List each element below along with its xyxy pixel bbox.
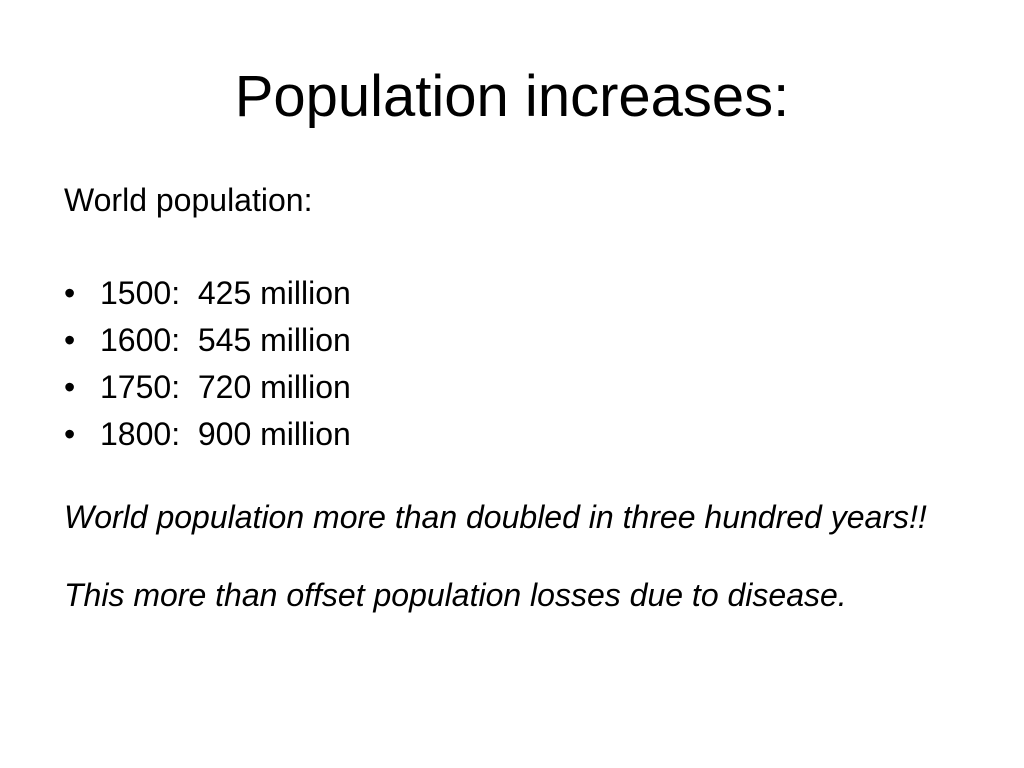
list-item-text: 1600: 545 million xyxy=(100,322,351,358)
population-list: • 1500: 425 million • 1600: 545 million … xyxy=(64,270,944,458)
intro-text: World population: xyxy=(64,182,313,218)
list-item-text: 1750: 720 million xyxy=(100,369,351,405)
note-text: World population more than doubled in th… xyxy=(64,499,927,535)
slide-title: Population increases: xyxy=(234,64,790,129)
bullet-icon: • xyxy=(64,322,76,358)
list-item: • 1750: 720 million xyxy=(64,364,944,411)
bullet-icon: • xyxy=(64,369,76,405)
slide-body: World population: • 1500: 425 million • … xyxy=(64,176,944,615)
bullet-icon: • xyxy=(64,416,76,452)
list-item: • 1500: 425 million xyxy=(64,270,944,317)
note-text: This more than offset population losses … xyxy=(64,577,847,613)
list-item-text: 1800: 900 million xyxy=(100,416,351,452)
list-item: • 1800: 900 million xyxy=(64,411,944,458)
bullet-icon: • xyxy=(64,275,76,311)
list-item-text: 1500: 425 million xyxy=(100,275,351,311)
list-item: • 1600: 545 million xyxy=(64,317,944,364)
